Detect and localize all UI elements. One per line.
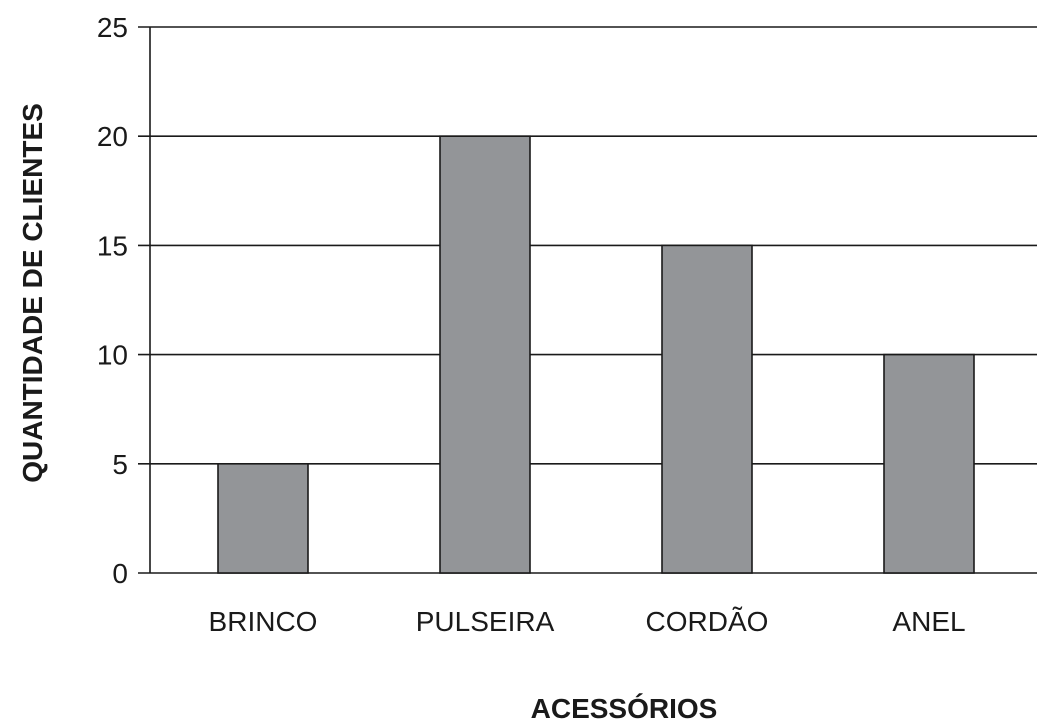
y-tick-label: 25 [97,12,128,43]
x-tick-label: PULSEIRA [416,606,555,637]
x-tick-label: ANEL [892,606,965,637]
y-tick-label: 0 [112,558,128,589]
x-tick-label: CORDÃO [646,606,769,637]
bars [217,135,975,574]
bar-anel [883,353,975,574]
y-tick-label: 5 [112,449,128,480]
y-tick-label: 10 [97,340,128,371]
bar-pulseira [439,135,531,574]
y-axis-title: QUANTIDADE DE CLIENTES [17,103,48,483]
bar-cordão [661,244,753,574]
bar-brinco [217,462,309,574]
x-axis-title: ACESSÓRIOS [531,693,718,724]
x-tick-label: BRINCO [209,606,318,637]
y-tick-label: 15 [97,230,128,261]
y-tick-label: 20 [97,121,128,152]
x-tick-labels: BRINCO PULSEIRA CORDÃO ANEL [209,606,966,637]
y-tick-labels: 0 5 10 15 20 25 [97,12,128,589]
